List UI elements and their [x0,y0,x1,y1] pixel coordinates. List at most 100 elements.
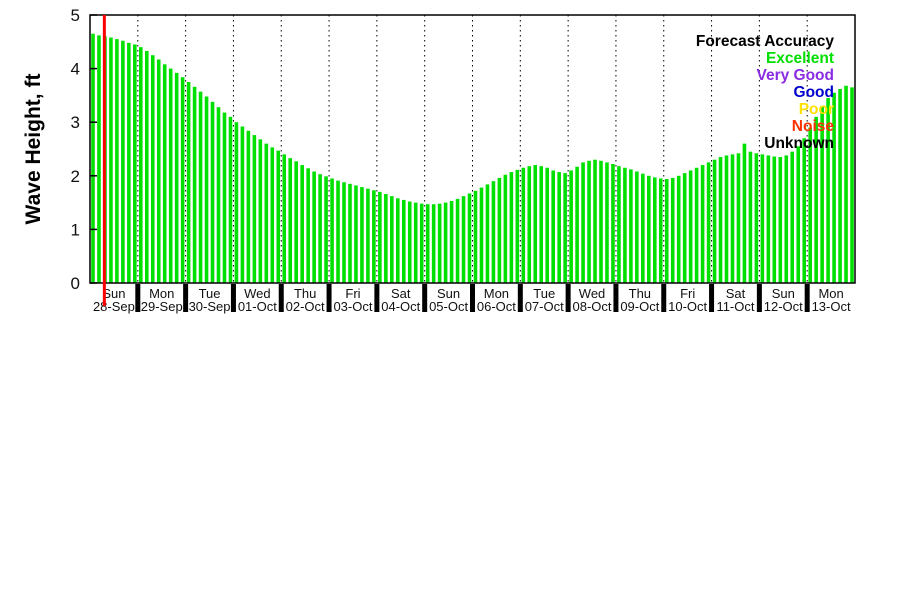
wave-bar [790,151,795,283]
wave-bar [748,151,753,283]
day-date-label: 07-Oct [525,299,564,314]
wave-bar [366,188,370,283]
wave-bar [121,40,125,284]
day-name-label: Tue [199,286,221,301]
wave-bar [360,187,364,283]
wave-bar [844,85,848,283]
wave-bar [826,98,830,283]
wave-bar [300,165,304,283]
day-date-label: 02-Oct [286,299,325,314]
day-date-label: 05-Oct [429,299,468,314]
wave-bar [551,170,555,283]
day-date-label: 06-Oct [477,299,516,314]
wave-forecast-figure: 0 1 2 3 4 5 Sun 28-Sep Mon 29-Sep Tue 30-Sep Wed 01-O… [22,6,856,314]
day-boundary-mark [661,284,667,312]
wave-bar [449,200,454,283]
wave-bar [210,101,215,283]
day-date-label: 11-Oct [716,299,754,314]
day-date-label: 29-Sep [141,299,183,314]
wave-bar [581,162,585,283]
day-boundary-mark [470,284,475,312]
wave-bar [437,203,442,283]
y-tick-label: 1 [71,220,80,239]
wave-bar [521,167,526,283]
day-boundary-mark [756,284,762,312]
y-tick-label: 5 [71,6,80,25]
legend-title: Forecast Accuracy [695,33,834,50]
wave-bar [629,169,633,283]
wave-bar [539,166,544,283]
wave-bar [294,161,298,283]
wave-bar [611,164,615,283]
day-boundary-mark [709,284,715,312]
wave-bar [647,175,651,283]
wave-bar [144,50,149,283]
wave-bar [127,42,131,284]
wave-bar [258,139,263,283]
day-boundary-mark [183,284,189,312]
wave-bar [641,173,645,283]
wave-bar [342,182,346,283]
day-boundary-mark [565,284,571,312]
wave-bar [802,138,806,283]
legend: Forecast Accuracy Excellent Very Good Good… [696,33,834,152]
wave-bar [688,170,693,283]
legend-entry-unknown: Unknown [764,135,834,152]
wave-bar [150,55,155,284]
wave-bar [180,77,185,284]
day-boundary-mark [230,284,236,312]
day-name-label: Mon [149,286,174,301]
day-date-label: 03-Oct [333,299,372,314]
day-boundary-mark [613,284,619,312]
day-name-label: Sat [726,286,746,301]
y-axis-label: Wave Height, ft [22,73,45,225]
wave-bar [455,198,460,283]
day-boundary-mark [278,284,284,312]
day-name-label: Sun [772,286,795,301]
day-name-label: Thu [629,286,651,301]
legend-entry-poor: Poor [798,101,834,118]
day-name-label: Fri [345,286,360,301]
wave-bar [658,178,663,283]
wave-bar [796,146,801,283]
wave-bar [533,165,538,283]
wave-bar [431,204,436,283]
wave-bar [503,174,508,283]
wave-bar [563,173,567,283]
wave-height-bars [91,33,854,284]
y-tick-label: 3 [71,113,80,132]
day-boundary-mark [422,284,428,312]
wave-bar [204,96,209,283]
day-date-label: 28-Sep [93,299,135,314]
wave-bar [91,33,95,284]
wave-bar [605,162,609,283]
day-name-label: Sat [391,286,411,301]
wave-bar [694,167,699,283]
wave-bar [234,122,239,283]
wave-bar [808,127,812,283]
wave-bar [557,172,561,283]
wave-bar [390,196,394,283]
wave-bar [240,126,245,284]
day-name-label: Thu [294,286,316,301]
wave-bar [623,167,627,283]
wave-bar [832,92,836,283]
plot-border [89,14,856,284]
wave-bar [664,179,669,283]
wave-bar [820,106,824,284]
y-tick-label: 2 [71,167,80,186]
wave-bar [778,157,783,283]
day-boundary-mark [517,284,523,312]
day-boundary-mark [374,284,380,312]
wave-bar [724,155,729,283]
wave-bar [742,143,747,283]
wave-bar [617,166,621,283]
y-tick-label: 0 [71,274,80,293]
wave-bar [312,171,316,283]
wave-bar [348,183,352,283]
day-name-label: Mon [484,286,509,301]
wave-bar [527,166,532,283]
wave-bar [246,130,251,283]
wave-bar [168,68,173,283]
wave-bar [372,190,376,283]
